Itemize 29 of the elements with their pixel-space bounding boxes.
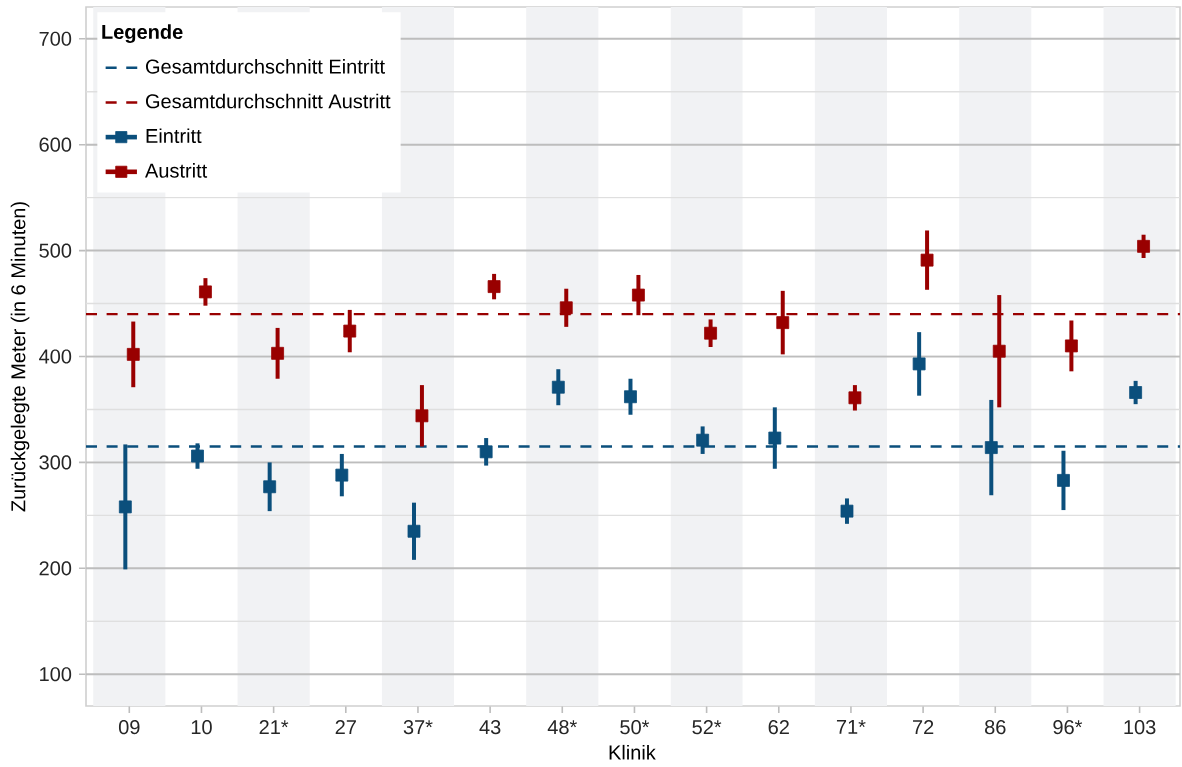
x-tick-label: 96* bbox=[1053, 720, 1083, 735]
y-tick-label: 600 bbox=[39, 137, 72, 152]
x-tick-label: 21* bbox=[259, 720, 289, 735]
x-tick-label: 43 bbox=[479, 720, 501, 735]
x-tick-label: 62 bbox=[768, 720, 789, 735]
legend-label: Eintritt bbox=[146, 128, 202, 144]
x-tick-label: 10 bbox=[191, 720, 212, 735]
x-tick-label: 09 bbox=[118, 720, 140, 735]
x-tick-label: 103 bbox=[1124, 720, 1156, 735]
y-tick-label: 500 bbox=[39, 243, 72, 258]
legend-label: Gesamtdurchschnitt Eintritt bbox=[145, 58, 385, 74]
x-tick-label: 71* bbox=[836, 720, 866, 734]
x-tick-label: 48* bbox=[547, 720, 577, 735]
x-tick-label: 52* bbox=[692, 720, 722, 735]
x-tick-label: 50* bbox=[620, 720, 650, 735]
legend-label: Gesamtdurchschnitt Austritt bbox=[145, 93, 391, 109]
x-axis-title: Klinik bbox=[609, 744, 656, 760]
y-tick-label: 300 bbox=[39, 455, 72, 470]
y-tick-label: 400 bbox=[39, 349, 72, 364]
y-tick-label: 700 bbox=[39, 31, 72, 46]
x-tick-label: 37* bbox=[403, 720, 433, 735]
y-tick-label: 100 bbox=[40, 667, 72, 682]
y-axis-title: Zurückgelegte Meter (in 6 Minuten) bbox=[10, 202, 30, 512]
legend-label: Austritt bbox=[145, 163, 208, 178]
y-tick-label: 200 bbox=[39, 561, 72, 576]
legend-title: Legende bbox=[102, 24, 183, 44]
x-tick-label: 72 bbox=[913, 720, 934, 735]
x-tick-label: 86 bbox=[985, 720, 1006, 735]
x-tick-label: 27 bbox=[335, 720, 356, 735]
